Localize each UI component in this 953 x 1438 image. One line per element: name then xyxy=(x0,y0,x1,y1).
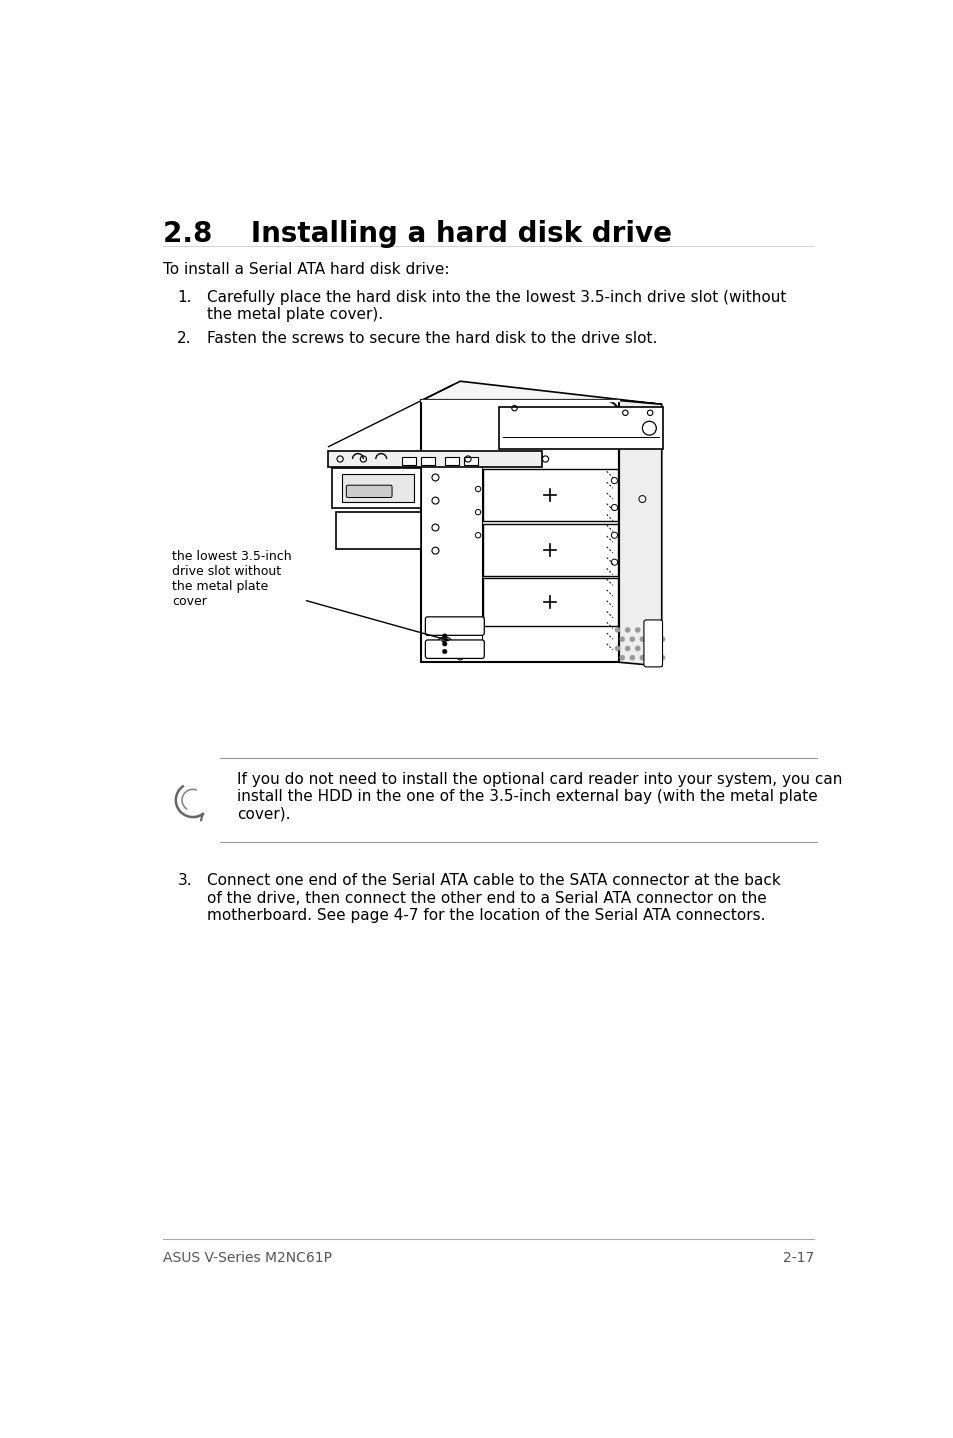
Circle shape xyxy=(618,637,624,641)
Text: DVD: DVD xyxy=(505,417,523,427)
FancyBboxPatch shape xyxy=(425,640,484,659)
Bar xyxy=(421,457,435,464)
Text: If you do not need to install the optional card reader into your system, you can: If you do not need to install the option… xyxy=(236,772,841,821)
Circle shape xyxy=(649,654,655,660)
Circle shape xyxy=(615,627,619,633)
Circle shape xyxy=(644,627,650,633)
Circle shape xyxy=(639,637,644,641)
Polygon shape xyxy=(421,400,618,401)
Circle shape xyxy=(641,421,656,436)
Circle shape xyxy=(655,627,659,633)
Bar xyxy=(328,450,541,467)
Circle shape xyxy=(442,649,447,654)
Text: 3.: 3. xyxy=(177,873,192,889)
Circle shape xyxy=(639,654,644,660)
Text: 2-17: 2-17 xyxy=(782,1251,814,1264)
Circle shape xyxy=(624,646,630,651)
Bar xyxy=(464,457,477,464)
Polygon shape xyxy=(618,400,661,666)
Text: Carefully place the hard disk into the the lowest 3.5-inch drive slot (without
t: Carefully place the hard disk into the t… xyxy=(207,289,785,322)
Bar xyxy=(421,400,618,663)
Bar xyxy=(483,469,617,522)
Bar xyxy=(402,457,416,464)
Bar xyxy=(444,457,458,464)
Circle shape xyxy=(436,637,453,654)
Bar xyxy=(341,475,414,502)
Circle shape xyxy=(644,646,650,651)
Text: 2.: 2. xyxy=(177,331,192,347)
Text: the lowest 3.5-inch
drive slot without
the metal plate
cover: the lowest 3.5-inch drive slot without t… xyxy=(172,549,292,608)
Circle shape xyxy=(649,637,655,641)
Text: ASUS: ASUS xyxy=(549,417,572,427)
FancyBboxPatch shape xyxy=(425,617,484,636)
Bar xyxy=(483,578,617,626)
Bar xyxy=(335,512,421,549)
Bar xyxy=(332,469,421,508)
Text: To install a Serial ATA hard disk drive:: To install a Serial ATA hard disk drive: xyxy=(163,262,450,278)
FancyBboxPatch shape xyxy=(643,620,661,667)
Text: Connect one end of the Serial ATA cable to the SATA connector at the back
of the: Connect one end of the Serial ATA cable … xyxy=(207,873,780,923)
Text: Fasten the screws to secure the hard disk to the drive slot.: Fasten the screws to secure the hard dis… xyxy=(207,331,657,347)
Text: 2.8    Installing a hard disk drive: 2.8 Installing a hard disk drive xyxy=(163,220,672,249)
Circle shape xyxy=(629,654,635,660)
Polygon shape xyxy=(421,381,661,404)
Bar xyxy=(498,407,662,449)
Circle shape xyxy=(659,654,664,660)
Circle shape xyxy=(442,634,447,638)
Circle shape xyxy=(624,627,630,633)
Text: 1.: 1. xyxy=(177,289,192,305)
Circle shape xyxy=(629,637,635,641)
Circle shape xyxy=(635,627,639,633)
Circle shape xyxy=(442,641,447,646)
Circle shape xyxy=(659,637,664,641)
FancyBboxPatch shape xyxy=(346,485,392,498)
Circle shape xyxy=(655,646,659,651)
Circle shape xyxy=(615,646,619,651)
Bar xyxy=(483,523,617,577)
Circle shape xyxy=(635,646,639,651)
Circle shape xyxy=(618,654,624,660)
Text: ASUS V-Series M2NC61P: ASUS V-Series M2NC61P xyxy=(163,1251,332,1264)
